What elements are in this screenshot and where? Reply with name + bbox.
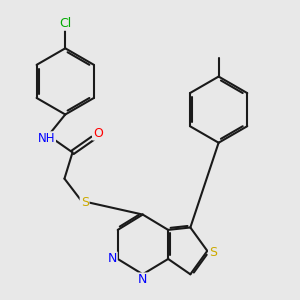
Text: Cl: Cl xyxy=(59,17,71,30)
Text: O: O xyxy=(93,127,103,140)
Text: N: N xyxy=(138,273,147,286)
Text: S: S xyxy=(81,196,88,209)
Text: NH: NH xyxy=(38,132,55,145)
Text: S: S xyxy=(209,246,217,260)
Text: N: N xyxy=(107,253,117,266)
